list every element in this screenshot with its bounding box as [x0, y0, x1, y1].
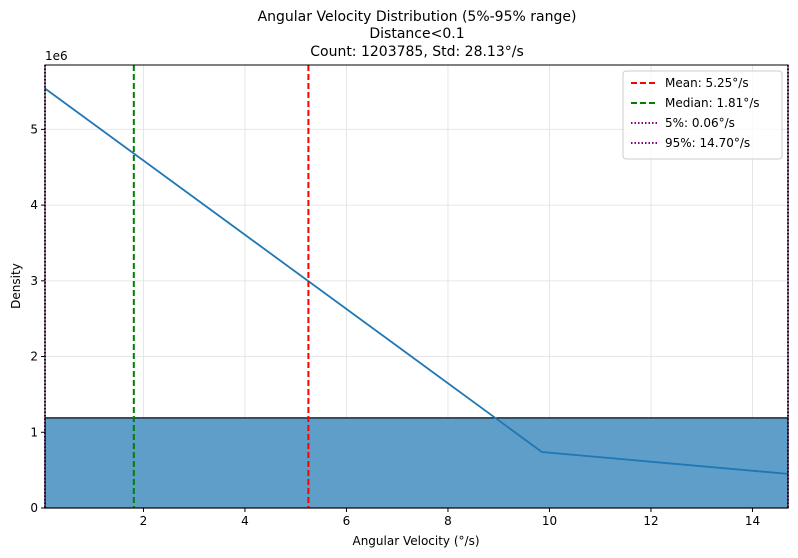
title-line-3: Count: 1203785, Std: 28.13°/s — [310, 44, 524, 60]
title-line-2: Distance<0.1 — [369, 26, 464, 42]
legend-label-p5: 5%: 0.06°/s — [665, 116, 735, 130]
plot-area — [44, 65, 789, 509]
x-axis: 2 4 6 8 10 12 14 — [140, 508, 760, 528]
x-tick-label: 14 — [745, 514, 760, 528]
y-axis: 0 1 2 3 4 5 — [30, 122, 45, 515]
histogram-bar — [44, 417, 789, 509]
plot-frame — [44, 64, 789, 509]
y-offset-label: 1e6 — [45, 49, 68, 63]
legend-box — [622, 70, 783, 160]
y-axis-label: Density — [9, 263, 23, 309]
legend-label-mean: Mean: 5.25°/s — [665, 76, 749, 90]
legend-label-median: Median: 1.81°/s — [665, 96, 760, 110]
x-axis-label: Angular Velocity (°/s) — [352, 534, 479, 548]
x-tick-label: 6 — [343, 514, 351, 528]
x-tick-label: 12 — [643, 514, 658, 528]
legend: Mean: 5.25°/s Median: 1.81°/s 5%: 0.06°/s 9… — [622, 70, 783, 160]
y-tick-label: 3 — [30, 274, 38, 288]
y-tick-label: 1 — [30, 425, 38, 439]
y-tick-label: 4 — [30, 198, 38, 212]
x-tick-label: 2 — [140, 514, 148, 528]
x-tick-label: 8 — [444, 514, 452, 528]
title-line-1: Angular Velocity Distribution (5%-95% ra… — [258, 9, 577, 25]
y-tick-label: 0 — [30, 501, 38, 515]
x-tick-label: 4 — [241, 514, 249, 528]
chart-title: Angular Velocity Distribution (5%-95% ra… — [258, 9, 577, 60]
legend-label-p95: 95%: 14.70°/s — [665, 136, 750, 150]
y-tick-label: 2 — [30, 350, 38, 364]
y-tick-label: 5 — [30, 122, 38, 136]
x-tick-label: 10 — [542, 514, 557, 528]
kde-line — [44, 87, 789, 475]
